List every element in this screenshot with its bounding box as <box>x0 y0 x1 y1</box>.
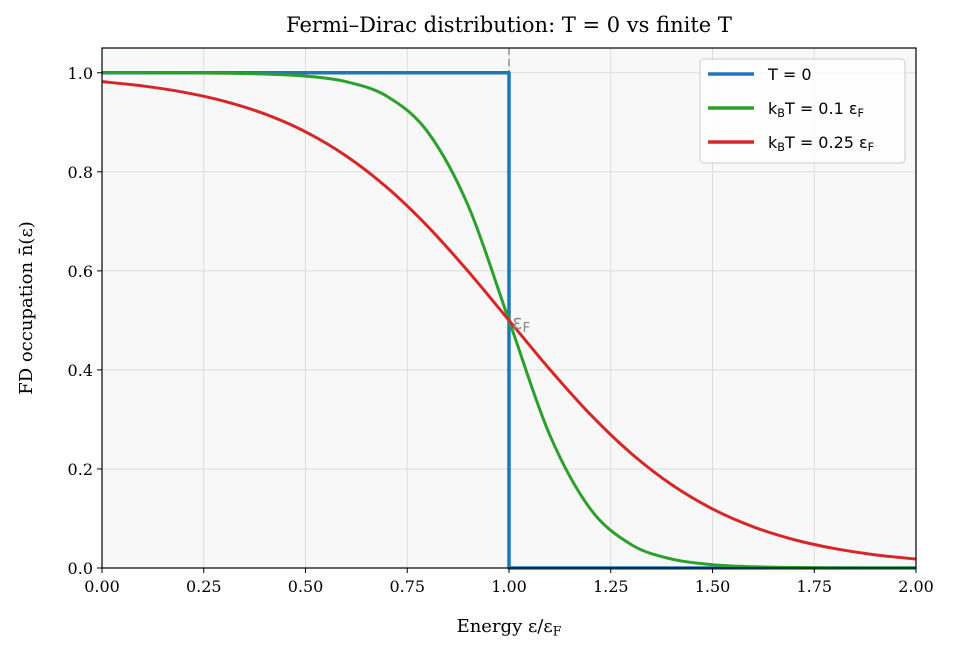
y-tick-label: 1.0 <box>68 64 93 83</box>
x-tick-label: 0.50 <box>288 577 324 596</box>
series-line-2 <box>101 80 917 561</box>
x-tick-label: 1.75 <box>796 577 832 596</box>
x-tick-label: 1.00 <box>491 577 527 596</box>
legend: T = 0 kBT = 0.1 εF kBT = 0.25 εF <box>699 58 906 164</box>
y-tick-label: 0.2 <box>68 460 93 479</box>
x-tick-label: 2.00 <box>898 577 934 596</box>
legend-label: kBT = 0.25 εF <box>768 133 874 154</box>
y-tick-label: 0.6 <box>68 262 93 281</box>
x-tick-label: 1.50 <box>695 577 731 596</box>
y-axis-label: FD occupation n̄(ε) <box>16 221 37 395</box>
y-tick-label: 0.4 <box>68 361 93 380</box>
x-tick-label: 0.25 <box>186 577 222 596</box>
legend-box <box>699 58 906 164</box>
chart-title: Fermi–Dirac distribution: T = 0 vs finit… <box>286 13 732 37</box>
x-tick-label: 1.25 <box>593 577 629 596</box>
legend-label: T = 0 <box>767 65 812 84</box>
x-axis-label: Energy ε/εF <box>457 616 562 639</box>
ticks: 0.00 0.25 0.50 0.75 1.00 1.25 1.50 1.75 2.00 0.0 0… <box>68 64 934 596</box>
legend-label: kBT = 0.1 εF <box>768 99 864 120</box>
y-tick-label: 0.8 <box>68 163 93 182</box>
y-tick-label: 0.0 <box>68 559 93 578</box>
fermi-energy-annotation: εF <box>512 311 530 336</box>
x-tick-label: 0.00 <box>84 577 120 596</box>
x-tick-label: 0.75 <box>389 577 425 596</box>
